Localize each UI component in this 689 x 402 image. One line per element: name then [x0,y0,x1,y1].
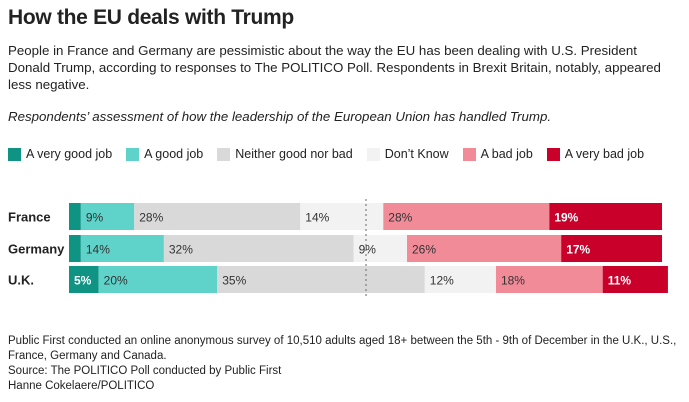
chart-subtitle: Respondents’ assessment of how the leade… [8,109,552,124]
legend-label: A good job [144,147,204,161]
bar-segment [80,203,135,230]
bar-segment [217,266,425,293]
bar-segment [69,235,81,262]
data-label: 5% [74,274,92,288]
bar-segment [300,203,384,230]
legend-label: A bad job [480,147,533,161]
source: Source: The POLITICO Poll conducted by P… [8,365,282,377]
bar-segment [69,266,99,293]
data-label: 12% [430,274,454,288]
legend-item: Neither good nor bad [217,147,353,161]
chart-title: How the EU deals with Trump [8,6,294,29]
legend-item: A very good job [8,147,112,161]
data-label: 28% [139,211,163,225]
legend-label: Don’t Know [384,147,449,161]
data-label: 17% [566,243,590,257]
legend-swatch [8,147,21,161]
credit: Hanne Cokelaere/POLITICO [8,380,155,392]
data-label: 28% [388,211,412,225]
bar-segment [353,235,408,262]
category-label: Germany [8,242,65,257]
stacked-bar-chart: France 9% 28% 14% 28% 19% Germany 14% 32% 9% 26% 17… [8,199,668,297]
data-label: 9% [359,243,377,257]
legend-item: Don’t Know [366,147,449,161]
legend-swatch [126,147,140,161]
legend-swatch [217,147,231,161]
data-label: 20% [104,274,128,288]
footer: Public First conducted an online anonymo… [8,334,678,394]
bar-segment [602,266,668,293]
legend-item: A very bad job [546,147,645,161]
data-label: 32% [169,243,193,257]
legend-item: A bad job [462,147,533,161]
legend-swatch [462,147,476,161]
bar-segment [549,203,662,230]
legend-swatch [366,147,380,161]
data-label: 26% [412,243,436,257]
data-label: 35% [222,274,246,288]
bar-segment [383,203,550,230]
category-label: U.K. [8,273,34,288]
survey-note: Public First conducted an online anonymo… [8,335,677,362]
data-label: 19% [554,211,578,225]
data-label: 9% [86,211,104,225]
data-label: 14% [86,243,110,257]
bar-segment [163,235,354,262]
bar-segment [424,266,496,293]
legend-swatch [546,147,560,161]
bar-segment [134,203,301,230]
bar-segment [69,203,81,230]
legend-label: A very good job [26,147,113,161]
legend-item: A good job [126,147,203,161]
bar-segment [80,235,164,262]
intro-text: People in France and Germany are pessimi… [8,43,661,92]
data-label: 18% [501,274,525,288]
data-label: 14% [305,211,329,225]
legend-label: Neither good nor bad [235,147,353,161]
bar-segment [561,235,662,262]
bar-segment [98,266,218,293]
legend-label: A very bad job [564,147,645,161]
legend: A very good job A good job Neither good no… [8,147,658,161]
bar-segment [407,235,562,262]
category-label: France [8,210,51,225]
bar-segment [495,266,603,293]
data-label: 11% [608,274,632,288]
